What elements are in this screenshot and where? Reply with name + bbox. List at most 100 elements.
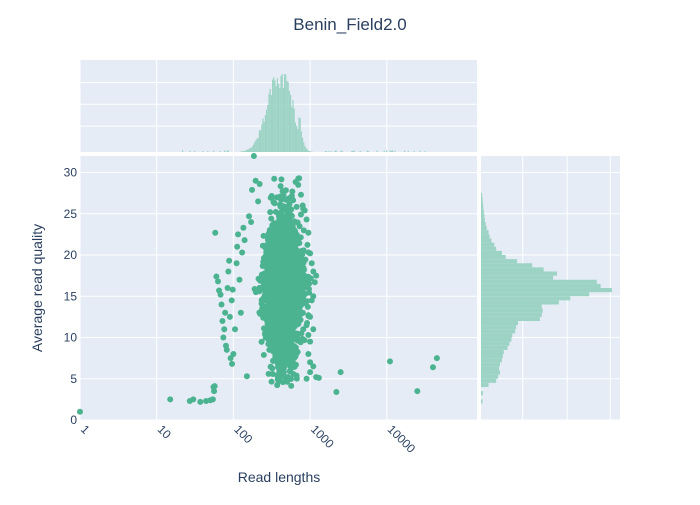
scatter-point (264, 318, 270, 324)
scatter-point (290, 332, 296, 338)
scatter-point (77, 409, 83, 415)
scatter-point (275, 361, 281, 367)
top-histogram-bar (244, 151, 245, 152)
scatter-point (261, 233, 267, 239)
top-histogram-bar (194, 151, 195, 152)
right-histogram-bar (481, 371, 500, 375)
top-histogram-bar (296, 126, 297, 152)
right-histogram-bar (481, 210, 484, 214)
scatter-point (221, 326, 227, 332)
scatter-point (274, 237, 280, 243)
scatter-point (275, 276, 281, 282)
scatter-point (275, 264, 281, 270)
scatter-point (283, 320, 289, 326)
top-histogram-bar (249, 148, 250, 152)
scatter-point (269, 365, 275, 371)
scatter-point (289, 303, 295, 309)
top-histogram-bar (376, 151, 377, 152)
scatter-point (299, 248, 305, 254)
right-histogram-bar (481, 214, 484, 218)
scatter-point (230, 287, 236, 293)
top-histogram-bar (295, 123, 296, 152)
scatter-point (310, 326, 316, 332)
scatter-point (305, 351, 311, 357)
scatter-point (288, 206, 294, 212)
scatter-point (312, 279, 318, 285)
scatter-point (434, 355, 440, 361)
right-histogram-bar (481, 375, 498, 379)
top-histogram-bar (277, 78, 278, 152)
top-histogram-bar (254, 142, 255, 152)
right-histogram-bar (481, 362, 500, 366)
right-histogram-bar (481, 272, 557, 276)
scatter-point (261, 352, 267, 358)
top-histogram-bar (306, 148, 307, 152)
top-histogram-bar (268, 94, 269, 152)
scatter-point (289, 213, 295, 219)
right-histogram-bar (481, 309, 543, 313)
right-histogram-bar (481, 201, 483, 205)
top-histogram-bar (255, 140, 256, 152)
right-histogram-bar (481, 230, 489, 234)
right-histogram-bar (481, 317, 540, 321)
top-histogram-bar (271, 95, 272, 152)
y-tick-label: 15 (64, 289, 78, 303)
right-histogram-bar (481, 366, 499, 370)
scatter-point (266, 299, 272, 305)
scatter-point (276, 314, 282, 320)
top-histogram-bar (386, 150, 387, 152)
y-tick-label: 10 (64, 331, 78, 345)
scatter-point (257, 181, 263, 187)
scatter-point (226, 258, 232, 264)
right-histogram-bar (481, 255, 506, 259)
scatter-point (313, 374, 319, 380)
top-histogram-bar (289, 91, 290, 152)
scatter-point (235, 231, 241, 237)
right-histogram-bar (481, 259, 517, 263)
scatter-point (278, 298, 284, 304)
scatter-point (277, 341, 283, 347)
top-histogram-bar (334, 150, 335, 152)
right-histogram-bar (481, 313, 542, 317)
top-histogram-bar (226, 151, 227, 152)
scatter-point (304, 376, 310, 382)
right-histogram-bar (481, 338, 511, 342)
scatter-point (288, 248, 294, 254)
top-histogram-bar (242, 151, 243, 152)
y-tick-label: 20 (64, 248, 78, 262)
top-histogram-bar (286, 81, 287, 152)
scatter-point (234, 260, 240, 266)
scatter-point (286, 313, 292, 319)
scatter-point (230, 351, 236, 357)
scatter-point (279, 284, 285, 290)
scatter-point (274, 303, 280, 309)
top-histogram-bar (294, 109, 295, 152)
scatter-point (307, 339, 313, 345)
top-histogram-bar (246, 150, 247, 152)
top-histogram-bar (228, 150, 229, 152)
top-histogram-bar (189, 151, 190, 152)
right-histogram-bar (481, 222, 486, 226)
top-histogram-bar (301, 131, 302, 152)
scatter-point (239, 250, 245, 256)
right-histogram-bar (481, 276, 553, 280)
top-histogram-bar (285, 75, 286, 152)
scatter-point (255, 198, 261, 204)
scatter-point (242, 237, 248, 243)
top-histogram-bar (360, 151, 361, 152)
top-histogram-bar (253, 145, 254, 152)
scatter-point (240, 225, 246, 231)
top-histogram-bar (424, 151, 425, 152)
right-histogram-bar (481, 325, 516, 329)
top-histogram-bar (325, 151, 326, 152)
scatter-point (295, 269, 301, 275)
top-histogram-bar (342, 151, 343, 152)
right-histogram-bar (481, 346, 508, 350)
scatter-point (197, 399, 203, 405)
scatter-point (281, 331, 287, 337)
right-histogram-bar (481, 267, 544, 271)
right-histogram-bar (481, 288, 612, 292)
top-histogram-bar (420, 151, 421, 152)
top-histogram-bar (307, 150, 308, 152)
